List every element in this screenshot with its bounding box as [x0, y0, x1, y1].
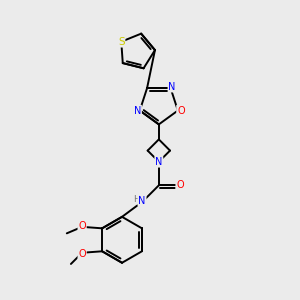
- Text: O: O: [78, 249, 86, 259]
- Text: O: O: [78, 221, 86, 231]
- Text: N: N: [168, 82, 176, 92]
- Text: O: O: [177, 106, 184, 116]
- Text: N: N: [138, 196, 146, 206]
- Text: S: S: [118, 37, 124, 47]
- Text: H: H: [133, 195, 140, 204]
- Text: O: O: [176, 180, 184, 190]
- Text: N: N: [134, 106, 141, 116]
- Text: N: N: [155, 157, 163, 167]
